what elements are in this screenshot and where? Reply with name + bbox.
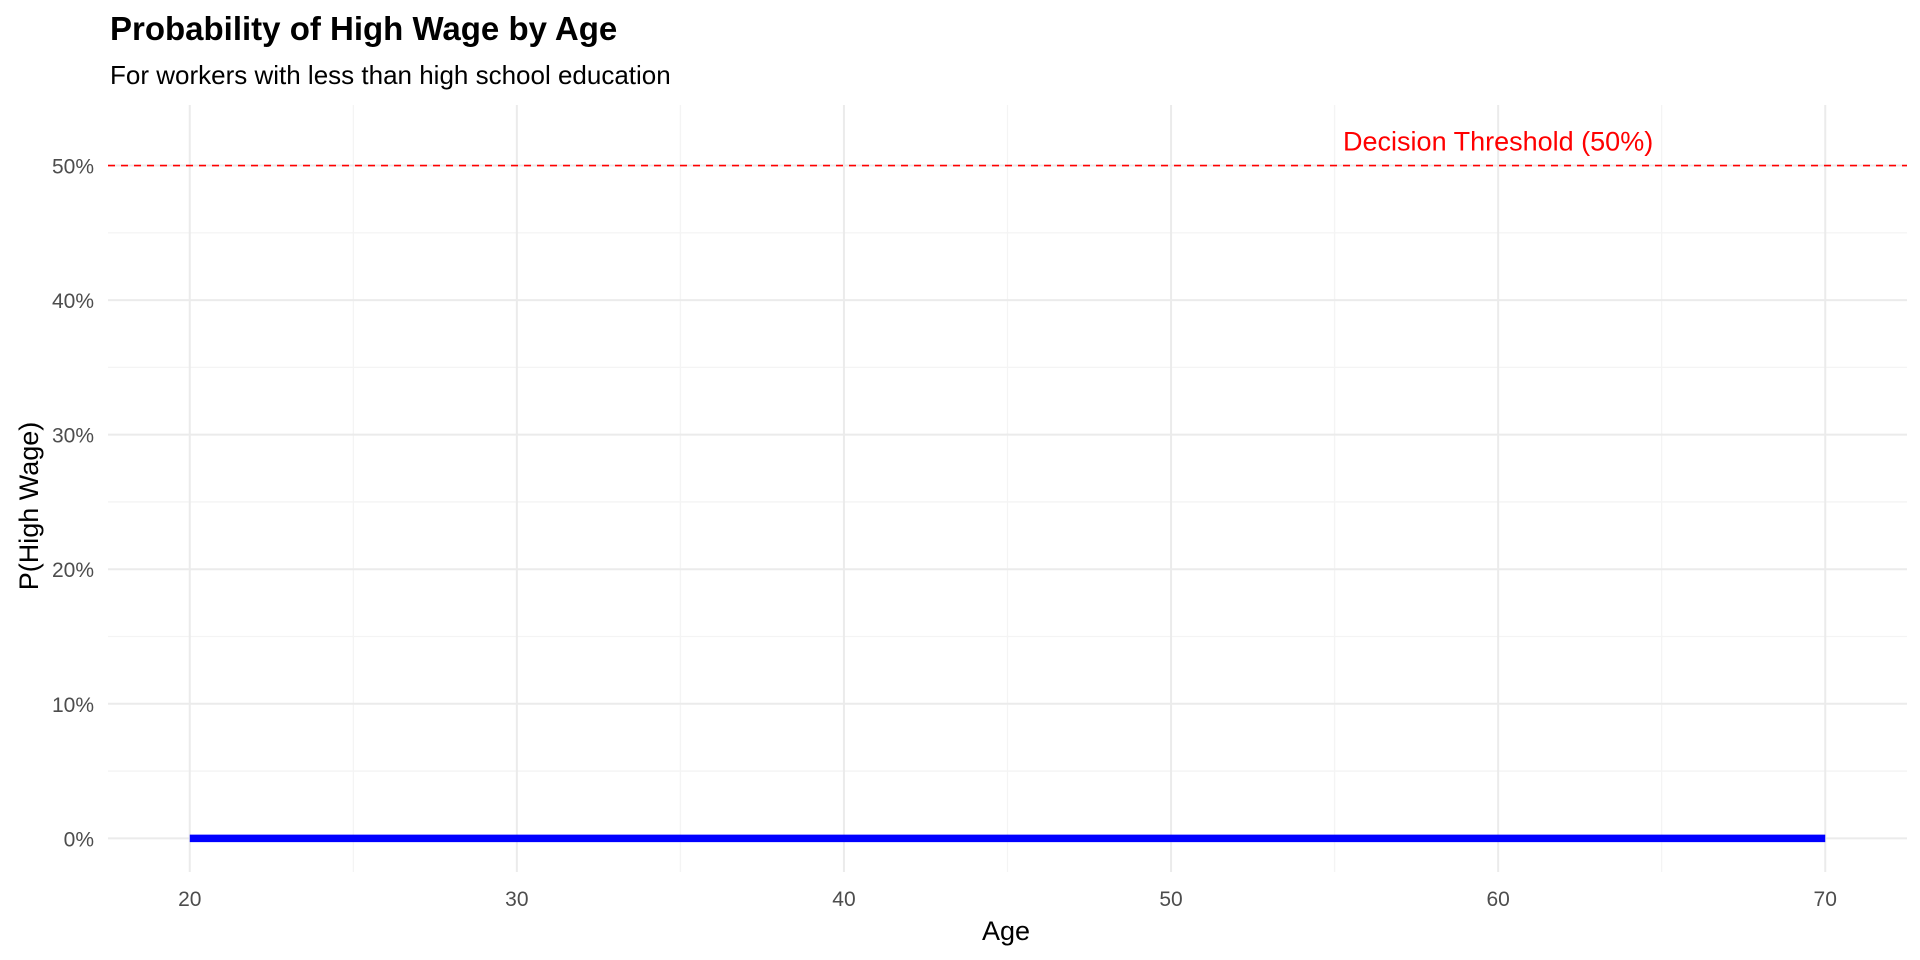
y-tick-label: 50%	[52, 156, 94, 179]
y-tick-label: 20%	[52, 559, 94, 582]
chart-title: Probability of High Wage by Age	[110, 10, 617, 47]
chart-subtitle: For workers with less than high school e…	[110, 60, 671, 90]
x-tick-label: 30	[505, 888, 528, 911]
threshold-annotation: Decision Threshold (50%)	[1343, 126, 1653, 156]
y-tick-label: 0%	[64, 828, 94, 851]
x-axis-ticks: 20 30 40 50 60 70	[178, 888, 1837, 911]
x-tick-label: 60	[1486, 888, 1509, 911]
x-tick-label: 70	[1814, 888, 1837, 911]
x-tick-label: 20	[178, 888, 201, 911]
x-tick-label: 50	[1159, 888, 1182, 911]
annotation-layer: Decision Threshold (50%)	[1343, 126, 1653, 156]
y-axis-ticks: 0% 10% 20% 30% 40% 50%	[52, 156, 94, 852]
y-axis-label: P(High Wage)	[14, 422, 44, 591]
y-tick-label: 10%	[52, 694, 94, 717]
y-tick-label: 40%	[52, 290, 94, 313]
y-tick-label: 30%	[52, 425, 94, 448]
x-tick-label: 40	[832, 888, 855, 911]
minor-gridlines	[108, 105, 1907, 872]
x-axis-label: Age	[982, 916, 1030, 946]
